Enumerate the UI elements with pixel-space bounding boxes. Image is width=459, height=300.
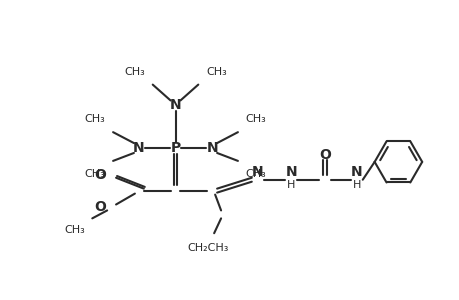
Text: O: O [94, 200, 106, 214]
Text: N: N [133, 141, 144, 155]
Text: H: H [352, 180, 360, 190]
Text: H: H [286, 180, 295, 190]
Text: CH₃: CH₃ [206, 67, 226, 77]
Text: O: O [94, 168, 106, 182]
Text: CH₃: CH₃ [124, 67, 145, 77]
Text: CH₃: CH₃ [84, 169, 105, 179]
Text: CH₂CH₃: CH₂CH₃ [187, 243, 229, 253]
Text: N: N [206, 141, 218, 155]
Text: O: O [319, 148, 330, 162]
Text: N: N [169, 98, 181, 112]
Text: N: N [252, 165, 263, 179]
Text: CH₃: CH₃ [245, 114, 266, 124]
Text: CH₃: CH₃ [64, 225, 85, 235]
Text: P: P [170, 141, 180, 155]
Text: CH₃: CH₃ [84, 114, 105, 124]
Text: N: N [350, 165, 362, 179]
Text: CH₃: CH₃ [245, 169, 266, 179]
Text: N: N [285, 165, 297, 179]
